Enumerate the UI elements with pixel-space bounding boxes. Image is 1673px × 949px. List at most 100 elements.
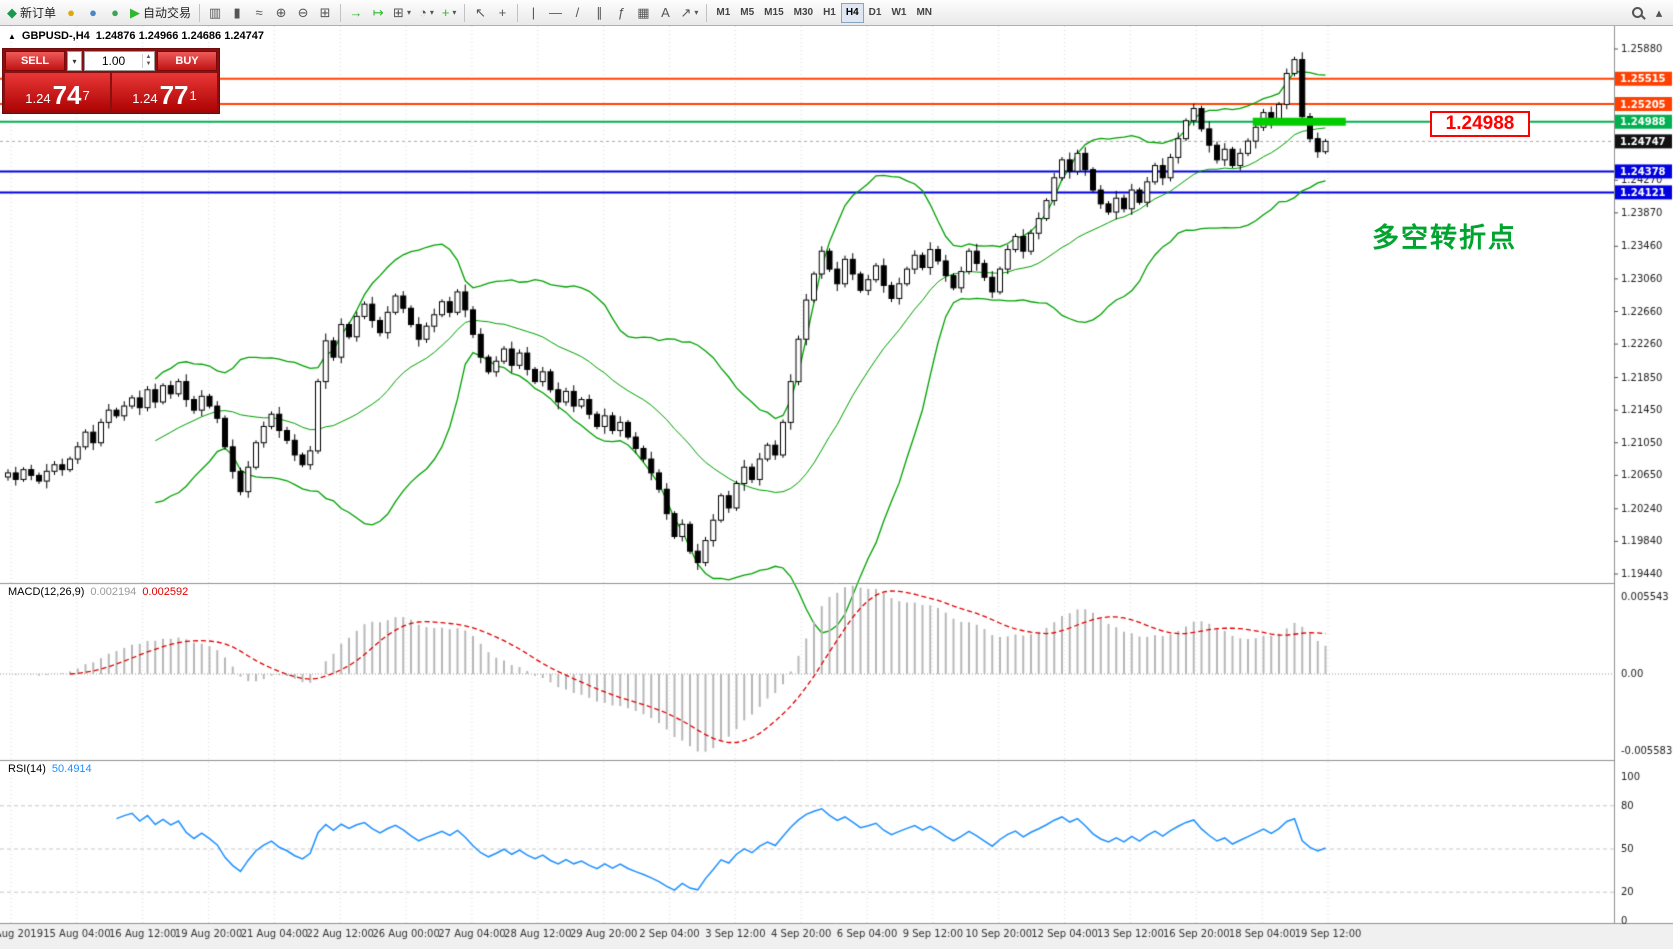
new-chart-icon: ⊞: [393, 5, 404, 20]
new-chart-button[interactable]: ⊞ ▾: [389, 2, 415, 24]
autotrading-label: 自动交易: [143, 6, 192, 20]
fibonacci-icon: ƒ: [617, 5, 626, 20]
zoom-in-button[interactable]: ⊕: [270, 2, 292, 24]
toolbar-separator: [706, 3, 708, 22]
tile-windows-button[interactable]: ⊞: [314, 2, 336, 24]
collapse-toolbar-icon: ▴: [1655, 5, 1663, 20]
lot-spinner[interactable]: ▲ ▼: [142, 53, 154, 69]
price-annotation-box[interactable]: 1.24988: [1430, 111, 1530, 137]
equidistant-channel-button[interactable]: ∥: [588, 2, 610, 24]
mql5-market-button[interactable]: ●: [60, 2, 82, 24]
one-click-top-row: SELL ▾ 1.00 ▲ ▼ BUY: [5, 51, 217, 71]
toolbar: ◆ 新订单 ● ● ● ▶ 自动交易 ▥ ▮ ≈ ⊕ ⊖ ⊞ → ↦ ⊞ ▾ ◔ ▾ + ▾ ↖ + | — / ∥ ƒ ▦ A ↗ ▾ M1 M…: [0, 0, 1673, 26]
chart-canvas[interactable]: [0, 26, 1673, 949]
horizontal-line-icon: —: [548, 5, 562, 20]
new-order-label: 新订单: [20, 6, 57, 20]
lot-size-field[interactable]: 1.00 ▲ ▼: [84, 51, 155, 71]
bar-chart-button[interactable]: ▥: [204, 2, 226, 24]
crosshair-icon: +: [498, 5, 507, 20]
auto-scroll-icon: →: [349, 5, 363, 20]
horizontal-line-button[interactable]: —: [544, 2, 566, 24]
timeframe-m5-button[interactable]: M5: [735, 3, 759, 23]
timeframe-w1-button[interactable]: W1: [886, 3, 911, 23]
community-button[interactable]: ●: [104, 2, 126, 24]
new-order-button[interactable]: ◆ 新订单: [3, 2, 60, 24]
mql5-market-icon: ●: [67, 5, 75, 20]
lot-up-icon[interactable]: ▲: [145, 53, 152, 60]
chart-area: ▲ GBPUSD-,H4 1.24876 1.24966 1.24686 1.2…: [0, 26, 1673, 949]
zoom-out-button[interactable]: ⊖: [292, 2, 314, 24]
new-chart-caret-icon: ▾: [406, 8, 411, 17]
macd-indicator-label: MACD(12,26,9) 0.002194 0.002592: [8, 586, 188, 598]
arrows-button[interactable]: ↗ ▾: [676, 2, 702, 24]
search-icon: [1631, 7, 1643, 18]
timeframes-menu-caret-icon: ▾: [429, 8, 434, 17]
search-button[interactable]: [1626, 2, 1648, 24]
timeframes-menu-icon: ◔: [418, 5, 427, 20]
virtual-hosting-button[interactable]: ●: [82, 2, 104, 24]
sell-price-sup: 7: [82, 88, 90, 103]
indicators-menu-button[interactable]: + ▾: [438, 2, 461, 24]
buy-price-big: 77: [159, 80, 189, 110]
shapes-icon: ▦: [637, 5, 650, 20]
chart-shift-button[interactable]: ↦: [367, 2, 389, 24]
rsi-name: RSI(14): [8, 763, 46, 775]
macd-name: MACD(12,26,9): [8, 586, 85, 598]
chinese-annotation[interactable]: 多空转折点: [1372, 223, 1517, 253]
one-click-price-row: 1.24 74 7 1.24 77 1: [5, 73, 217, 111]
bar-chart-icon: ▥: [208, 5, 222, 20]
chart-shift-icon: ↦: [372, 5, 384, 20]
crosshair-button[interactable]: +: [491, 2, 513, 24]
fibonacci-button[interactable]: ƒ: [610, 2, 632, 24]
buy-price-sup: 1: [189, 88, 197, 103]
buy-price-button[interactable]: 1.24 77 1: [112, 73, 217, 111]
tile-windows-icon: ⊞: [319, 5, 331, 20]
candlestick-chart-button[interactable]: ▮: [226, 2, 248, 24]
symbol-marker-icon: ▲: [8, 31, 16, 41]
trendline-button[interactable]: /: [566, 2, 588, 24]
autotrading-button[interactable]: ▶ 自动交易: [126, 2, 195, 24]
text-icon: A: [661, 5, 670, 20]
lot-down-icon[interactable]: ▼: [145, 61, 152, 67]
sell-price-big: 74: [52, 80, 82, 110]
vertical-line-icon: |: [531, 5, 536, 20]
buy-button[interactable]: BUY: [157, 51, 217, 71]
toolbar-right-group: ▴: [1626, 2, 1670, 24]
shapes-button[interactable]: ▦: [632, 2, 654, 24]
timeframe-h1-button[interactable]: H1: [818, 3, 841, 23]
candlestick-chart-icon: ▮: [233, 5, 241, 20]
symbol-label: GBPUSD-,H4: [21, 30, 90, 42]
toolbar-separator: [464, 3, 466, 22]
cursor-icon: ↖: [474, 5, 486, 20]
zoom-in-icon: ⊕: [275, 5, 287, 20]
cursor-button[interactable]: ↖: [469, 2, 491, 24]
autotrading-icon: ▶: [130, 5, 141, 20]
toolbar-separator: [199, 3, 201, 22]
ohlc-values: 1.24876 1.24966 1.24686 1.24747: [95, 30, 264, 42]
text-button[interactable]: A: [654, 2, 676, 24]
timeframes-menu-button[interactable]: ◔ ▾: [415, 2, 438, 24]
chart-title: ▲ GBPUSD-,H4 1.24876 1.24966 1.24686 1.2…: [8, 30, 264, 42]
sell-price-button[interactable]: 1.24 74 7: [5, 73, 110, 111]
timeframe-m15-button[interactable]: M15: [759, 3, 788, 23]
macd-signal-value: 0.002592: [142, 586, 189, 598]
vertical-line-button[interactable]: |: [522, 2, 544, 24]
sell-button[interactable]: SELL: [5, 51, 65, 71]
indicators-menu-caret-icon: ▾: [452, 8, 457, 17]
timeframe-h4-button[interactable]: H4: [840, 2, 864, 23]
timeframe-m1-button[interactable]: M1: [711, 3, 735, 23]
auto-scroll-button[interactable]: →: [345, 2, 367, 24]
rsi-value: 50.4914: [51, 763, 92, 775]
timeframe-mn-button[interactable]: MN: [911, 3, 937, 23]
timeframe-m30-button[interactable]: M30: [789, 3, 818, 23]
collapse-toolbar-button[interactable]: ▴: [1648, 2, 1670, 24]
timeframe-d1-button[interactable]: D1: [864, 3, 887, 23]
trendline-icon: /: [575, 5, 580, 20]
buy-price-small: 1.24: [132, 90, 158, 106]
one-click-dropdown[interactable]: ▾: [67, 51, 82, 71]
community-icon: ●: [111, 5, 119, 20]
one-click-trading-panel: SELL ▾ 1.00 ▲ ▼ BUY 1.24 74 7 1.24 77 1: [2, 48, 220, 114]
line-chart-button[interactable]: ≈: [248, 2, 270, 24]
equidistant-channel-icon: ∥: [596, 5, 603, 20]
